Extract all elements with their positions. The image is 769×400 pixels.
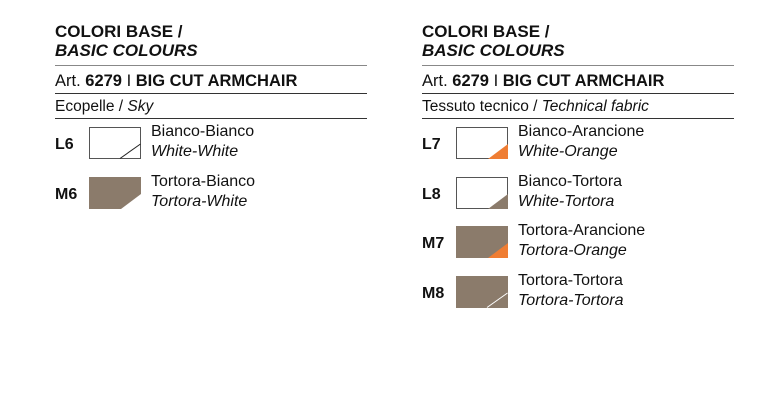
art-name: BIG CUT ARMCHAIR xyxy=(135,72,298,90)
color-swatch xyxy=(456,226,508,258)
color-name: Tortora-Arancione Tortora-Orange xyxy=(518,221,645,261)
article-line: Art. 6279 I BIG CUT ARMCHAIR xyxy=(55,66,367,94)
color-column: COLORI BASE / BASIC COLOURS Art. 6279 I … xyxy=(55,22,367,225)
color-swatch xyxy=(89,176,141,209)
color-name-it: Tortora-Bianco xyxy=(151,172,256,190)
color-name-it: Bianco-Bianco xyxy=(151,123,255,140)
color-code: L6 xyxy=(55,136,74,153)
material-it: Tessuto tecnico / xyxy=(422,98,538,115)
material-en: Sky xyxy=(127,98,154,115)
color-name-en: White-Orange xyxy=(518,143,618,160)
color-swatch-item: L7 Bianco-Arancione White-Orange xyxy=(422,123,734,176)
title-it: COLORI BASE / xyxy=(55,22,183,41)
section-title: COLORI BASE / BASIC COLOURS xyxy=(55,22,367,66)
art-name: BIG CUT ARMCHAIR xyxy=(502,72,665,90)
color-swatch xyxy=(456,176,508,209)
material-it: Ecopelle / xyxy=(55,98,124,115)
color-name-en: White-White xyxy=(151,143,239,160)
material-line: Ecopelle / Sky xyxy=(55,94,367,119)
color-name: Bianco-Tortora White-Tortora xyxy=(518,172,622,212)
color-name-en: White-Tortora xyxy=(518,192,615,210)
color-name-it: Tortora-Arancione xyxy=(518,222,646,239)
color-code: L7 xyxy=(422,136,441,153)
color-column: COLORI BASE / BASIC COLOURS Art. 6279 I … xyxy=(422,22,734,324)
color-name: Tortora-Bianco Tortora-White xyxy=(151,172,255,212)
color-swatch-item: M6 Tortora-Bianco Tortora-White xyxy=(55,173,367,226)
color-name-it: Bianco-Arancione xyxy=(518,123,645,140)
section-title: COLORI BASE / BASIC COLOURS xyxy=(422,22,734,66)
color-code: M8 xyxy=(422,284,445,302)
art-number: 6279 xyxy=(452,72,489,90)
color-swatch xyxy=(456,127,508,159)
article-line: Art. 6279 I BIG CUT ARMCHAIR xyxy=(422,66,734,94)
art-prefix: Art. xyxy=(55,72,81,90)
color-name: Tortora-Tortora Tortora-Tortora xyxy=(518,271,624,311)
art-number: 6279 xyxy=(85,72,122,90)
art-prefix: Art. xyxy=(422,72,448,90)
color-swatch-item: L6 Bianco-Bianco White-White xyxy=(55,123,367,176)
material-en: Technical fabric xyxy=(541,98,649,115)
title-en: BASIC COLOURS xyxy=(55,41,198,60)
title-en: BASIC COLOURS xyxy=(422,41,565,60)
color-name: Bianco-Bianco White-White xyxy=(151,122,254,162)
color-swatch xyxy=(456,275,508,308)
color-name-en: Tortora-White xyxy=(151,192,248,210)
color-name: Bianco-Arancione White-Orange xyxy=(518,122,644,162)
art-separator: I xyxy=(493,72,499,90)
title-it: COLORI BASE / xyxy=(422,22,550,41)
color-swatch-item: L8 Bianco-Tortora White-Tortora xyxy=(422,173,734,226)
color-code: M7 xyxy=(422,235,445,252)
color-name-en: Tortora-Orange xyxy=(518,242,627,259)
color-swatch xyxy=(89,127,141,159)
material-line: Tessuto tecnico / Technical fabric xyxy=(422,94,734,119)
color-swatch-item: M8 Tortora-Tortora Tortora-Tortora xyxy=(422,272,734,325)
color-name-it: Tortora-Tortora xyxy=(518,271,623,289)
color-code: L8 xyxy=(422,185,441,203)
color-code: M6 xyxy=(55,185,78,203)
art-separator: I xyxy=(126,72,132,90)
color-name-en: Tortora-Tortora xyxy=(518,291,624,309)
color-name-it: Bianco-Tortora xyxy=(518,172,623,190)
color-swatch-item: M7 Tortora-Arancione Tortora-Orange xyxy=(422,222,734,275)
